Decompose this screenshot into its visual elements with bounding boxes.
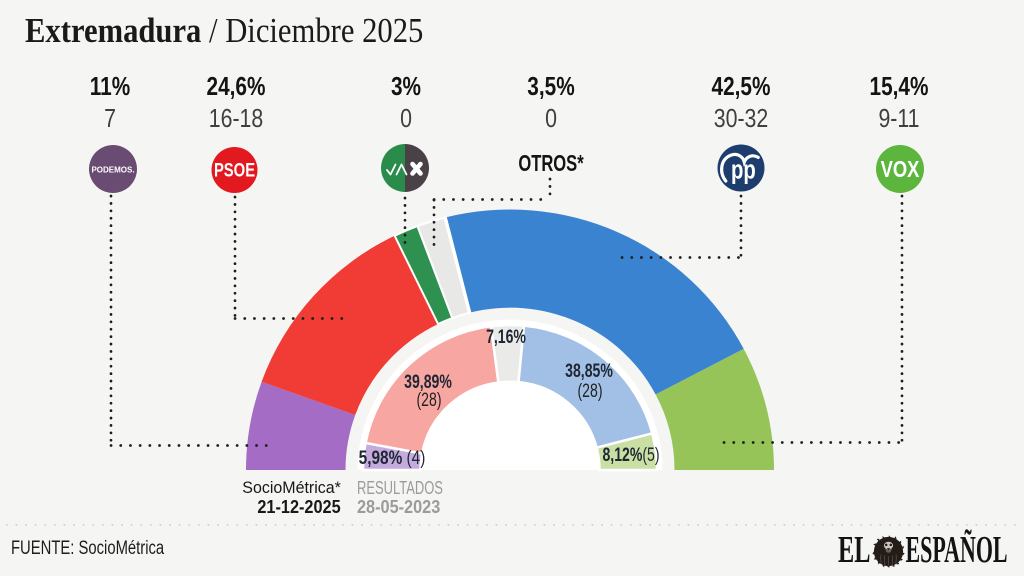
svg-text:EL: EL [838, 529, 870, 571]
svg-text:PODEMOS.: PODEMOS. [91, 166, 134, 175]
svg-text:VOX: VOX [881, 157, 920, 182]
svg-text:PSOE: PSOE [214, 160, 255, 181]
svg-text:ESPAÑOL: ESPAÑOL [906, 528, 1008, 571]
